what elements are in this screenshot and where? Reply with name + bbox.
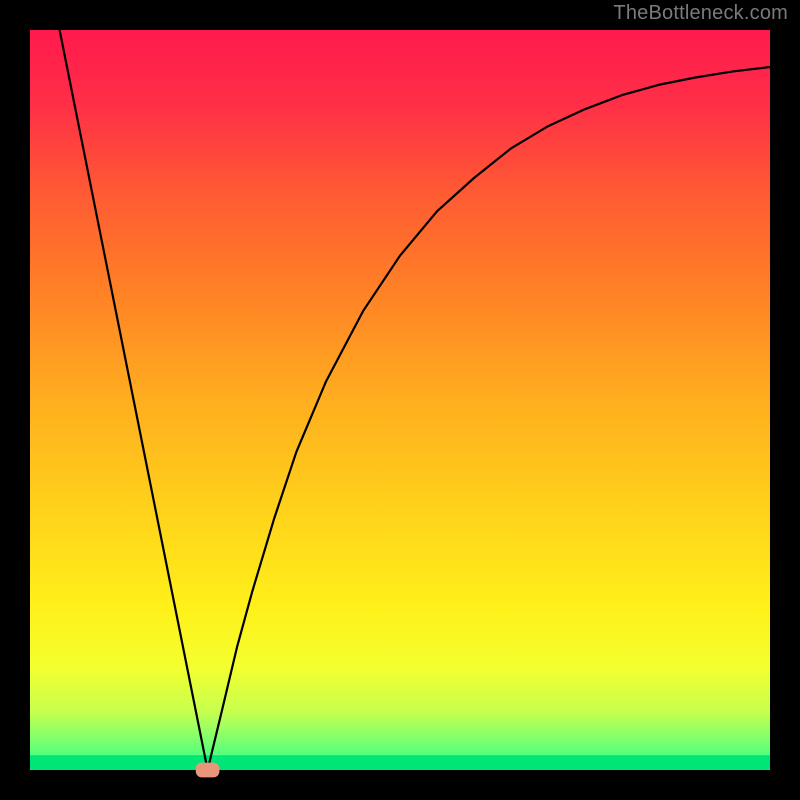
gradient-background: [30, 30, 770, 770]
bottleneck-chart: [0, 0, 800, 800]
bottom-band: [30, 755, 770, 770]
chart-container: TheBottleneck.com: [0, 0, 800, 800]
optimal-marker: [196, 763, 220, 778]
watermark-text: TheBottleneck.com: [613, 2, 788, 25]
